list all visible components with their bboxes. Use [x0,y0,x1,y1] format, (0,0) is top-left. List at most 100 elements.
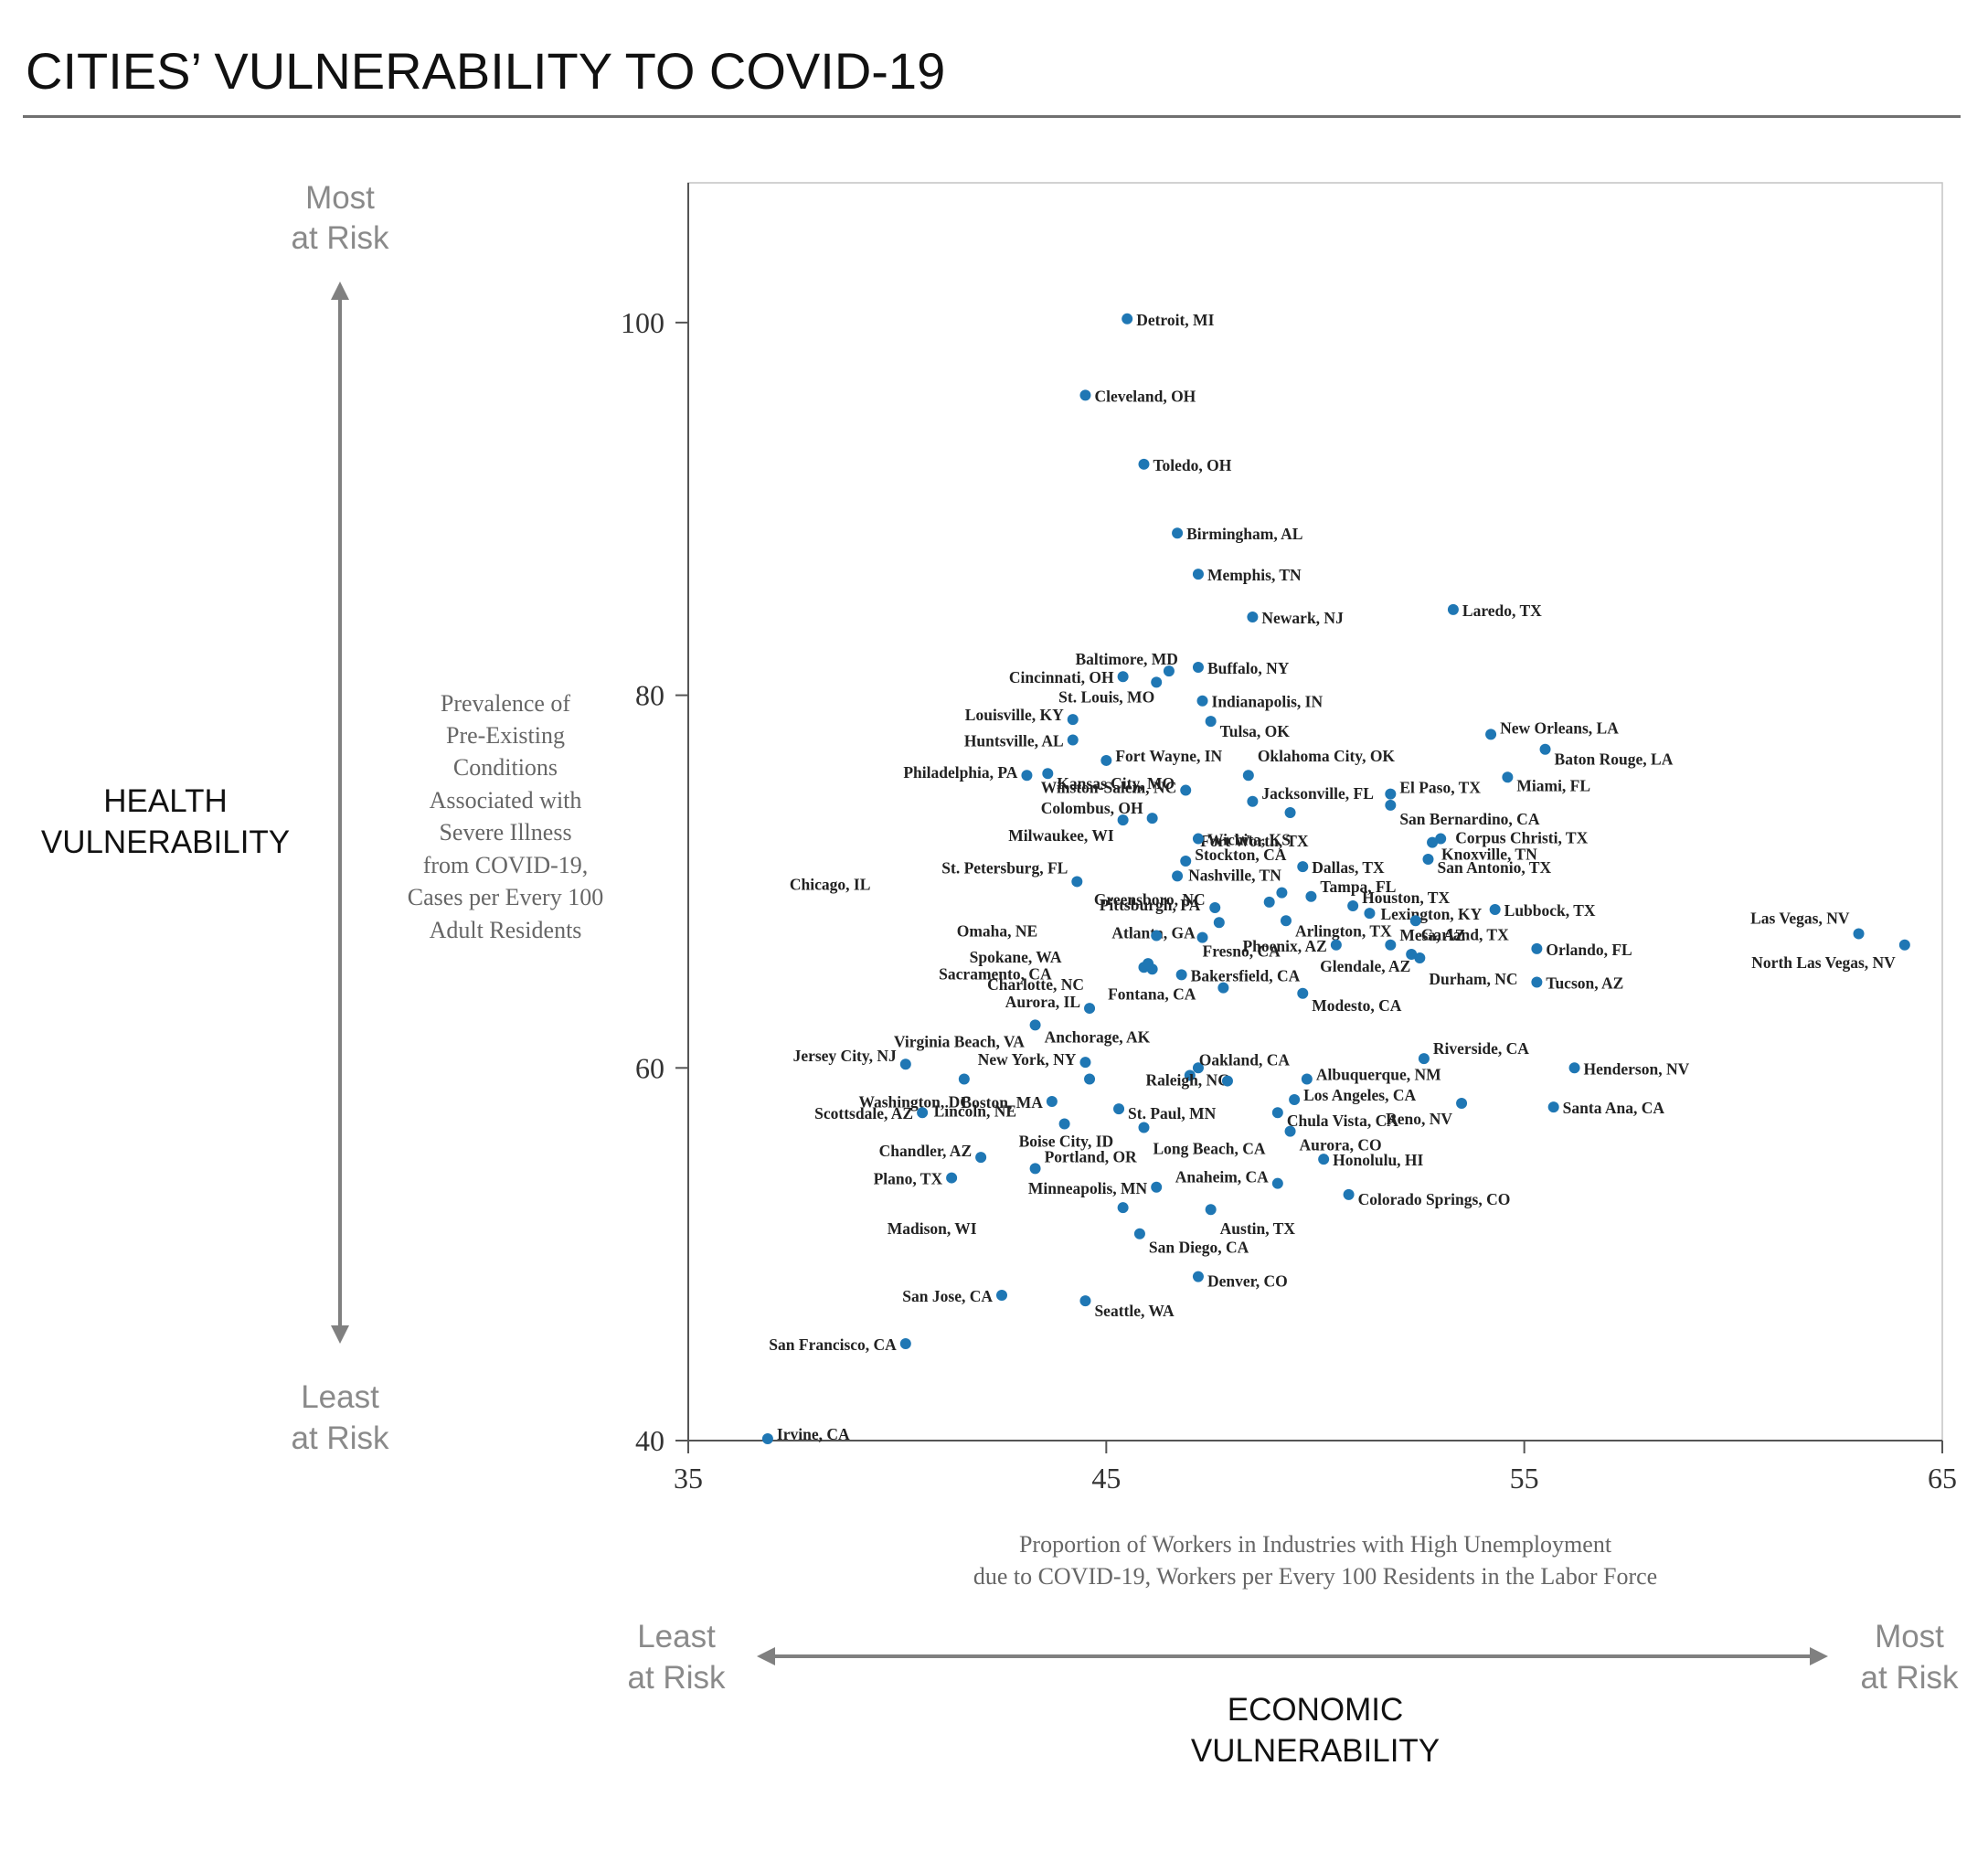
point-label: Toledo, OH [1153,456,1231,474]
data-point [1184,1069,1196,1081]
point-label: Nashville, TN [1188,866,1281,884]
point-label: Huntsville, AL [964,732,1064,750]
data-point [1280,915,1292,927]
data-point [1209,901,1221,913]
point-label: Raleigh, NC [1145,1071,1228,1090]
point-label: Colorado Springs, CO [1358,1190,1511,1208]
point-label: Seattle, WA [1094,1302,1175,1320]
y-desc-line: from COVID-19, [423,852,589,878]
point-label: Tucson, AZ [1546,974,1623,993]
y-heading-line1: HEALTH [103,783,228,819]
point-label: Los Angeles, CA [1303,1086,1416,1104]
point-label: Santa Ana, CA [1563,1099,1665,1117]
x-desc-line1: Proportion of Workers in Industries with… [1019,1531,1612,1558]
point-label: Portland, OR [1045,1147,1137,1165]
data-point [1485,729,1497,740]
data-point [1213,917,1225,929]
point-label: Irvine, CA [777,1425,850,1443]
point-label: Omaha, NE [957,922,1037,941]
page-title: CITIES’ VULNERABILITY TO COVID-19 [26,42,946,100]
data-point [1071,876,1083,888]
data-point [1079,1057,1091,1069]
point-label: Henderson, NV [1584,1059,1690,1078]
point-label: San Diego, CA [1149,1239,1249,1257]
data-point [1284,1125,1296,1137]
point-label: Tampa, FL [1320,878,1396,896]
data-point [1138,458,1150,470]
data-point [1568,1062,1580,1074]
data-point [1205,1204,1217,1216]
data-point [1113,1103,1125,1115]
y-heading-line2: VULNERABILITY [41,824,290,860]
point-label: Denver, CO [1207,1272,1288,1291]
data-point [1456,1098,1468,1110]
point-label: Cincinnati, OH [1009,668,1114,686]
y-tick-label: 100 [621,306,664,339]
data-point [1058,1118,1070,1130]
y-most-risk-line1: Most [305,180,375,216]
point-label: Laredo, TX [1462,601,1542,620]
y-axis-description: Prevalence of Pre-Existing Conditions As… [408,690,603,943]
point-label: Chula Vista, CA [1287,1112,1398,1130]
data-point [1042,768,1054,780]
data-point [996,1289,1007,1301]
data-point [1046,1095,1058,1107]
data-point [1192,662,1204,674]
x-most-risk-line2: at Risk [1861,1660,1959,1696]
point-label: Austin, TX [1220,1219,1296,1238]
data-point [1192,833,1204,845]
x-tick-label: 55 [1510,1462,1539,1495]
data-point [1435,833,1447,845]
y-desc-line: Associated with [430,787,582,814]
point-label: Fort Worth, TX [1200,832,1309,850]
data-point [1301,1073,1313,1085]
point-label: Fresno, CA [1203,942,1281,961]
point-label: Greensboro, NC [1094,890,1206,909]
point-label: Tulsa, OK [1220,722,1291,740]
data-point [1138,1122,1150,1133]
data-point [1192,1271,1204,1282]
point-label: Washington, DC [858,1093,972,1112]
point-label: Knoxville, TN [1441,846,1537,864]
point-label: Baltimore, MD [1075,650,1177,668]
data-point [1100,754,1112,766]
data-point [1180,856,1192,867]
point-label: Stockton, CA [1195,846,1287,864]
point-label: Arlington, TX [1295,921,1392,940]
point-label: Anchorage, AK [1045,1027,1151,1046]
data-point [1427,836,1439,848]
point-label: Madison, WI [888,1219,977,1238]
y-desc-line: Severe Illness [439,819,571,846]
data-point [1175,969,1187,981]
point-label: Philadelphia, PA [903,763,1017,782]
point-label: Corpus Christi, TX [1455,829,1588,847]
data-point [1547,1101,1559,1113]
data-point [1021,770,1033,782]
point-label: San Jose, CA [902,1287,993,1305]
point-label: Wichita, KS [1207,831,1291,849]
x-tick-label: 35 [674,1462,703,1495]
point-label: St. Paul, MN [1128,1104,1217,1122]
point-label: Riverside, CA [1433,1039,1529,1058]
point-label: Charlotte, NC [987,975,1084,994]
y-tick-label: 40 [635,1424,664,1457]
x-ticks: 35 45 55 65 [674,1441,1957,1495]
data-point [958,1073,970,1085]
data-point [1217,982,1229,994]
point-label: Miami, FL [1516,776,1590,794]
point-label: Long Beach, CA [1153,1140,1265,1158]
data-point [1489,904,1501,916]
data-point [899,1058,911,1070]
data-points: Detroit, MI Cleveland, OH Toledo, OH Birmin… [761,311,1910,1444]
data-point [1385,788,1397,800]
data-point [1271,1177,1283,1189]
point-label: Spokane, WA [970,948,1062,966]
point-label: Garland, TX [1421,925,1509,943]
data-point [946,1172,958,1184]
point-label: Indianapolis, IN [1212,693,1324,711]
point-label: Fontana, CA [1108,985,1196,1004]
data-point [1531,976,1543,988]
data-point [1079,389,1091,401]
x-tick-label: 65 [1928,1462,1957,1495]
point-label: Houston, TX [1362,888,1450,907]
